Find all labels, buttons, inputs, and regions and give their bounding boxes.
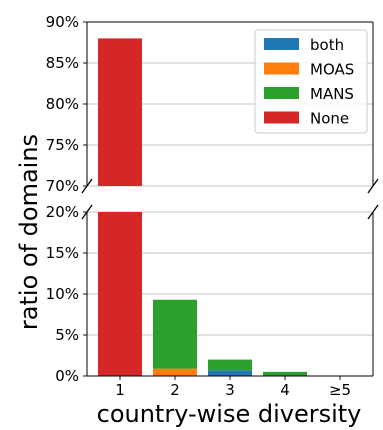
upper-y-tick-label: 75%	[46, 136, 79, 154]
x-tick-label: 1	[115, 381, 125, 399]
x-tick-label: 4	[280, 381, 290, 399]
legend-swatch-none	[264, 111, 299, 124]
upper-y-tick-label: 80%	[46, 95, 79, 113]
axis-break-marks	[81, 178, 379, 220]
x-ticks: 1 2 3 4 ≥5	[115, 376, 351, 399]
upper-y-tick-label: 85%	[46, 54, 79, 72]
x-tick-label: 2	[170, 381, 180, 399]
lower-panel-bars	[98, 212, 307, 376]
legend-swatch-both	[264, 38, 299, 50]
legend-swatch-mans	[264, 87, 299, 99]
bar-both-3	[208, 370, 252, 376]
legend-label-mans: MANS	[310, 85, 354, 103]
x-axis-title: country-wise diversity	[97, 400, 362, 428]
upper-y-tick-label: 70%	[46, 177, 79, 195]
bar-mans-2	[153, 299, 197, 369]
bar-none-1	[98, 38, 142, 187]
axis-break-mark-4	[367, 204, 379, 220]
legend-label-moas: MOAS	[310, 61, 354, 79]
upper-y-ticks: 70% 75% 80% 85% 90%	[46, 13, 87, 195]
lower-y-tick-label: 5%	[55, 326, 79, 344]
lower-y-tick-label: 0%	[55, 367, 79, 385]
legend: both MOAS MANS None	[254, 29, 368, 134]
legend-swatch-moas	[264, 62, 299, 75]
lower-y-tick-label: 10%	[46, 285, 79, 303]
bar-none-1	[98, 212, 142, 376]
bar-mans-4	[263, 371, 307, 376]
upper-y-tick-label: 90%	[46, 13, 79, 31]
upper-panel-bars	[98, 38, 142, 187]
axis-break-mark-2	[367, 178, 379, 194]
legend-label-both: both	[310, 36, 344, 54]
lower-y-tick-label: 15%	[46, 244, 79, 262]
lower-y-tick-label: 20%	[46, 203, 79, 221]
legend-box	[254, 29, 368, 134]
y-axis-title: ratio of domains	[15, 134, 43, 330]
legend-label-none: None	[310, 110, 349, 128]
bar-moas-2	[153, 368, 197, 376]
lower-y-ticks: 0% 5% 10% 15% 20%	[46, 203, 87, 385]
bar-mans-3	[208, 359, 252, 371]
x-tick-label: 3	[225, 381, 235, 399]
x-tick-label: ≥5	[329, 381, 351, 399]
